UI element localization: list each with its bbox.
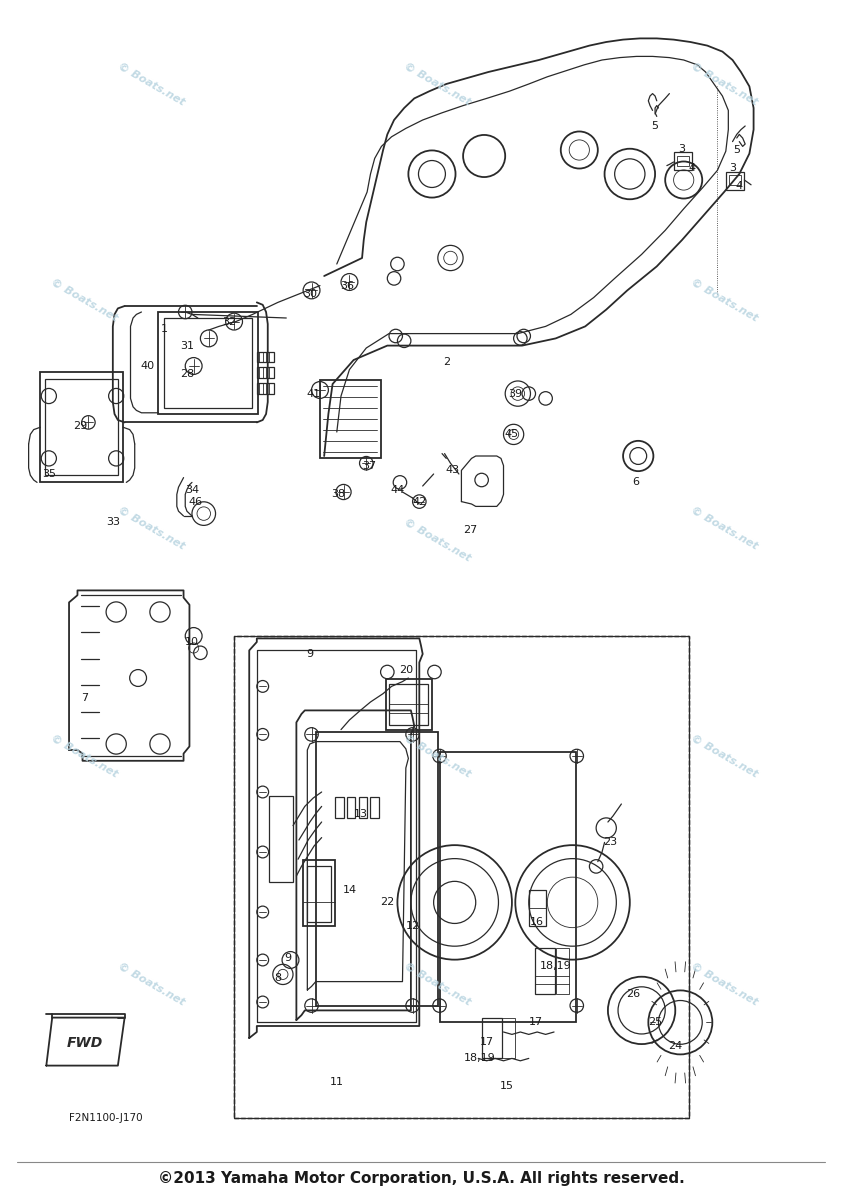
Text: 3: 3 <box>729 163 736 173</box>
Text: 8: 8 <box>274 973 281 983</box>
Bar <box>529 890 546 926</box>
Text: 17: 17 <box>480 1037 493 1046</box>
Text: 26: 26 <box>626 989 640 998</box>
Text: 37: 37 <box>362 461 376 470</box>
Text: 42: 42 <box>413 497 426 506</box>
Bar <box>269 796 293 882</box>
Text: 32: 32 <box>222 317 236 326</box>
Text: 4: 4 <box>689 163 695 173</box>
Text: 33: 33 <box>107 517 120 527</box>
Bar <box>234 636 689 1118</box>
Text: © Boats.net: © Boats.net <box>689 505 759 551</box>
Text: 44: 44 <box>391 485 404 494</box>
Bar <box>726 172 744 190</box>
Text: 31: 31 <box>180 341 194 350</box>
Bar <box>482 1018 502 1058</box>
Bar <box>320 380 381 458</box>
Text: FWD: FWD <box>67 1036 104 1050</box>
Text: 35: 35 <box>42 469 56 479</box>
Bar <box>386 679 432 730</box>
Text: 14: 14 <box>343 886 356 895</box>
Bar <box>347 797 355 818</box>
Text: 10: 10 <box>185 637 199 647</box>
Bar <box>303 860 335 926</box>
Text: 5: 5 <box>652 121 658 131</box>
Bar <box>359 797 367 818</box>
Bar <box>40 372 123 482</box>
Text: 39: 39 <box>509 389 522 398</box>
Text: 28: 28 <box>180 370 194 379</box>
Text: © Boats.net: © Boats.net <box>689 961 759 1007</box>
Bar <box>677 156 689 166</box>
Text: © Boats.net: © Boats.net <box>402 517 473 563</box>
Text: © Boats.net: © Boats.net <box>689 277 759 323</box>
Text: 36: 36 <box>340 281 354 290</box>
Text: 2: 2 <box>443 358 450 367</box>
Text: 30: 30 <box>303 289 317 299</box>
Text: 22: 22 <box>381 898 394 907</box>
Bar <box>45 379 118 475</box>
Bar <box>556 948 569 994</box>
Text: 20: 20 <box>399 665 413 674</box>
Text: © Boats.net: © Boats.net <box>689 733 759 779</box>
Text: 34: 34 <box>185 485 199 494</box>
Text: 27: 27 <box>463 526 477 535</box>
Text: ©2013 Yamaha Motor Corporation, U.S.A. All rights reserved.: ©2013 Yamaha Motor Corporation, U.S.A. A… <box>157 1171 685 1186</box>
Text: F2N1100-J170: F2N1100-J170 <box>69 1114 142 1123</box>
Text: 18,19: 18,19 <box>540 961 572 971</box>
Text: 9: 9 <box>285 953 291 962</box>
Text: © Boats.net: © Boats.net <box>116 505 187 551</box>
Bar <box>307 866 331 922</box>
Text: 40: 40 <box>141 361 154 371</box>
Text: 24: 24 <box>669 1042 682 1051</box>
Text: 6: 6 <box>632 478 639 487</box>
Text: 46: 46 <box>189 497 202 506</box>
Text: 3: 3 <box>679 144 685 154</box>
Bar <box>535 948 555 994</box>
Text: 16: 16 <box>530 917 544 926</box>
Bar <box>674 152 692 170</box>
Text: 23: 23 <box>604 838 617 847</box>
Text: 1: 1 <box>161 324 168 334</box>
Text: © Boats.net: © Boats.net <box>689 61 759 107</box>
Bar <box>164 318 252 408</box>
Text: © Boats.net: © Boats.net <box>402 961 473 1007</box>
Bar <box>729 175 741 185</box>
Text: © Boats.net: © Boats.net <box>402 61 473 107</box>
Text: 13: 13 <box>354 809 367 818</box>
Text: © Boats.net: © Boats.net <box>116 961 187 1007</box>
Bar <box>257 367 274 378</box>
Bar <box>502 1018 515 1058</box>
Text: 43: 43 <box>446 466 460 475</box>
Bar <box>389 684 428 725</box>
Text: © Boats.net: © Boats.net <box>402 733 473 779</box>
Text: 38: 38 <box>332 490 345 499</box>
Text: © Boats.net: © Boats.net <box>49 733 120 779</box>
Bar <box>257 352 274 362</box>
Text: 4: 4 <box>736 181 743 191</box>
Bar <box>316 732 438 1006</box>
Text: 7: 7 <box>81 694 88 703</box>
Bar <box>370 797 379 818</box>
Text: 12: 12 <box>406 922 419 931</box>
Text: 25: 25 <box>648 1018 662 1027</box>
Text: 11: 11 <box>330 1078 344 1087</box>
Bar <box>335 797 344 818</box>
Text: 15: 15 <box>500 1081 514 1091</box>
Text: 29: 29 <box>73 421 87 431</box>
Text: 41: 41 <box>306 389 320 398</box>
Bar <box>440 752 576 1022</box>
Bar <box>158 312 258 414</box>
Text: © Boats.net: © Boats.net <box>116 61 187 107</box>
Text: 17: 17 <box>529 1018 542 1027</box>
Text: © Boats.net: © Boats.net <box>49 277 120 323</box>
Bar <box>257 383 274 394</box>
Bar <box>234 636 689 1118</box>
Text: 5: 5 <box>733 145 740 155</box>
Text: 9: 9 <box>306 649 313 659</box>
Text: 18,19: 18,19 <box>464 1054 496 1063</box>
Text: 45: 45 <box>505 430 519 439</box>
